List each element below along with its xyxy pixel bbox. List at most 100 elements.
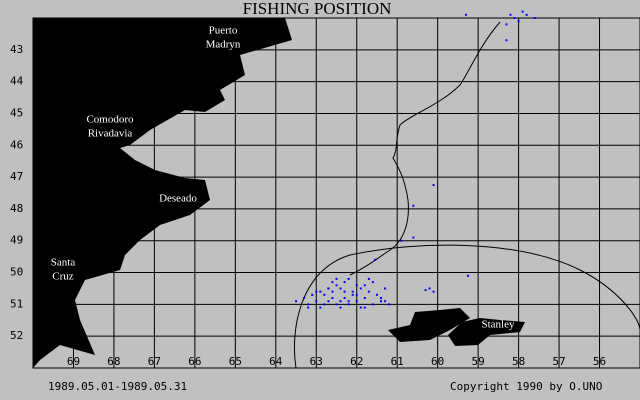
- fishing-point: [371, 281, 374, 284]
- fishing-point: [307, 306, 310, 309]
- fishing-point: [315, 290, 318, 293]
- fishing-point: [339, 306, 342, 309]
- fishing-point: [355, 300, 358, 303]
- x-tick-label: 65: [229, 355, 242, 368]
- fishing-point: [464, 13, 467, 16]
- fishing-point: [295, 300, 298, 303]
- x-tick-label: 60: [431, 355, 444, 368]
- fishing-point: [432, 290, 435, 293]
- fishing-point: [311, 293, 314, 296]
- fishing-point: [505, 39, 508, 42]
- fishing-point: [343, 297, 346, 299]
- y-tick-label: 48: [10, 202, 23, 215]
- fishing-point: [335, 277, 338, 280]
- place-label: Comodoro: [86, 114, 134, 126]
- fishing-point: [327, 287, 330, 290]
- fishing-point: [347, 303, 350, 306]
- fishing-point: [339, 287, 342, 290]
- fishing-point: [384, 300, 387, 303]
- fishing-point: [359, 306, 362, 309]
- x-tick-label: 61: [391, 355, 404, 368]
- x-tick-label: 56: [593, 355, 606, 368]
- x-tick-label: 69: [67, 355, 80, 368]
- fishing-point: [521, 10, 524, 13]
- title: FISHING POSITION: [243, 0, 392, 18]
- fishing-point: [327, 300, 330, 303]
- fishing-point: [371, 303, 374, 306]
- fishing-point: [307, 303, 310, 306]
- fishing-point: [380, 300, 383, 303]
- x-tick-label: 64: [269, 355, 283, 368]
- y-tick-label: 49: [10, 234, 23, 247]
- place-label: Madryn: [206, 39, 241, 51]
- fishing-point: [384, 287, 387, 290]
- y-tick-label: 51: [10, 297, 23, 310]
- fishing-point: [525, 13, 528, 16]
- fishing-point: [319, 306, 322, 309]
- place-label: Deseado: [159, 193, 197, 205]
- fishing-point: [432, 184, 435, 187]
- fishing-point: [367, 290, 370, 293]
- y-tick-label: 52: [10, 329, 23, 342]
- place-label: Stanley: [482, 319, 515, 331]
- fishing-point: [363, 284, 366, 287]
- x-tick-label: 63: [310, 355, 323, 368]
- fishing-point: [331, 297, 334, 299]
- fishing-point: [513, 17, 516, 19]
- fishing-point: [303, 297, 306, 299]
- fishing-point: [467, 274, 470, 277]
- fishing-point: [424, 289, 427, 292]
- y-tick-label: 43: [10, 43, 23, 56]
- fishing-point: [380, 297, 383, 299]
- fishing-point: [323, 303, 326, 306]
- y-tick-label: 46: [10, 138, 23, 151]
- place-label: Cruz: [52, 271, 74, 283]
- fishing-point: [363, 306, 366, 309]
- fishing-point: [400, 239, 403, 242]
- x-tick-label: 62: [350, 355, 363, 368]
- fishing-point: [412, 236, 415, 239]
- fishing-point: [339, 300, 342, 303]
- place-label: Puerto: [209, 25, 238, 37]
- fishing-point: [351, 290, 354, 293]
- fishing-point: [509, 13, 512, 16]
- fishing-point: [347, 277, 350, 280]
- fishing-point: [517, 20, 520, 23]
- fishing-point: [375, 293, 378, 296]
- x-tick-label: 67: [148, 355, 161, 368]
- place-label: Santa: [51, 257, 76, 269]
- fishing-point: [359, 287, 362, 290]
- place-label: Rivadavia: [88, 128, 133, 140]
- fishing-point: [331, 290, 334, 293]
- x-tick-label: 68: [107, 355, 120, 368]
- fishing-point: [412, 204, 415, 207]
- zone-line: [293, 244, 640, 369]
- coastline: [33, 18, 292, 368]
- x-tick-label: 58: [512, 355, 525, 368]
- fishing-point: [319, 290, 322, 293]
- fishing-point: [367, 277, 370, 280]
- fishing-point: [388, 303, 391, 306]
- y-tick-label: 44: [10, 75, 24, 88]
- x-tick-label: 66: [188, 355, 201, 368]
- copyright: Copyright 1990 by O.UNO: [450, 380, 602, 393]
- fishing-point: [347, 300, 350, 303]
- fishing-point: [355, 293, 358, 296]
- y-tick-label: 47: [10, 170, 23, 183]
- fishing-point: [373, 258, 376, 261]
- fishing-point: [428, 287, 431, 290]
- fishing-point: [323, 293, 326, 296]
- fishing-point: [505, 23, 508, 26]
- y-tick-label: 45: [10, 106, 23, 119]
- fishing-point: [335, 284, 338, 287]
- boundary-line: [349, 21, 501, 276]
- fishing-point: [355, 284, 358, 287]
- y-tick-label: 50: [10, 266, 23, 279]
- x-tick-label: 59: [472, 355, 485, 368]
- fishing-point: [351, 293, 354, 296]
- fishing-point: [343, 290, 346, 293]
- x-tick-label: 57: [552, 355, 565, 368]
- fishing-point: [331, 281, 334, 284]
- fishing-point: [363, 297, 366, 299]
